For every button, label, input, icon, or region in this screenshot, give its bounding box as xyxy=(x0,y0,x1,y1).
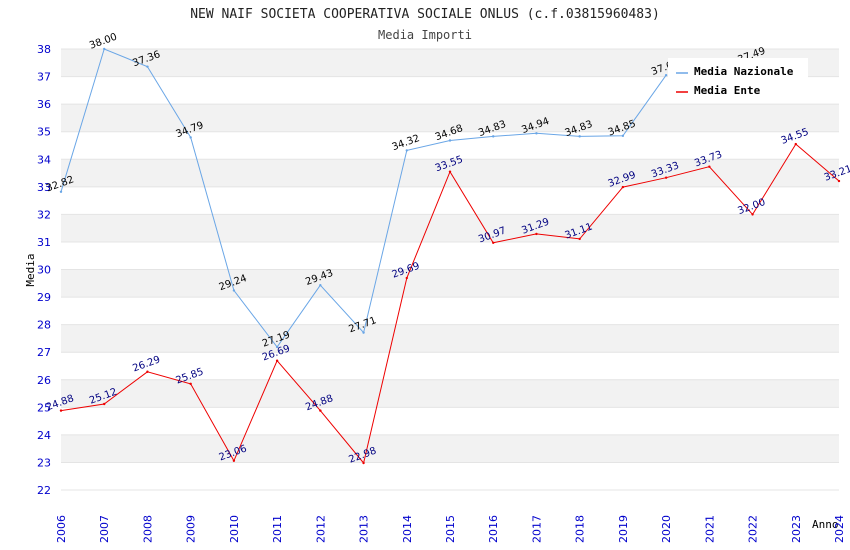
y-tick-label: 24 xyxy=(37,429,51,442)
x-tick-label: 2017 xyxy=(530,515,543,543)
grid-band xyxy=(61,352,839,380)
series-layer xyxy=(59,47,841,465)
y-tick-label: 33 xyxy=(37,181,51,194)
grid-bands xyxy=(61,48,839,491)
data-point xyxy=(319,284,322,287)
y-tick-label: 26 xyxy=(37,374,51,387)
x-tick-label: 2021 xyxy=(703,515,716,543)
data-point xyxy=(448,139,452,142)
y-ticks: 22 23 24 25 26 27 28 29 30 31 32 33 34 35 36 37 38 xyxy=(37,43,51,497)
legend-box xyxy=(668,58,808,102)
grid-band xyxy=(61,214,839,242)
x-tick-label: 2018 xyxy=(574,515,587,543)
x-tick-label: 2022 xyxy=(747,515,760,543)
y-tick-label: 30 xyxy=(37,264,51,277)
x-ticks: 2006 2007 2008 2009 2010 2011 2012 2013 2014 2015… xyxy=(55,515,846,543)
data-point xyxy=(232,459,236,462)
data-point xyxy=(535,132,538,135)
legend: Media Nazionale Media Ente xyxy=(668,58,808,102)
y-tick-label: 27 xyxy=(37,346,51,359)
grid-band xyxy=(61,186,839,215)
data-point xyxy=(708,165,711,168)
x-tick-label: 2020 xyxy=(660,515,673,543)
grid-band xyxy=(61,407,839,435)
x-tick-label: 2016 xyxy=(487,515,500,543)
y-tick-label: 37 xyxy=(37,71,51,84)
legend-label-ente: Media Ente xyxy=(694,84,761,97)
x-tick-label: 2009 xyxy=(185,515,198,543)
grid-band xyxy=(61,434,839,463)
chart-title: NEW NAIF SOCIETA COOPERATIVA SOCIALE ONL… xyxy=(190,7,660,22)
x-tick-label: 2015 xyxy=(444,515,457,543)
data-point xyxy=(578,237,581,241)
x-axis-label: Anno xyxy=(812,518,839,531)
y-tick-label: 28 xyxy=(37,319,51,332)
data-point xyxy=(362,461,365,465)
x-tick-label: 2024 xyxy=(833,515,846,543)
y-tick-label: 25 xyxy=(37,401,51,414)
data-point xyxy=(362,331,365,334)
y-tick-label: 36 xyxy=(37,98,51,111)
y-tick-label: 35 xyxy=(37,126,51,139)
data-point xyxy=(492,135,495,138)
y-tick-label: 34 xyxy=(37,153,51,166)
data-point xyxy=(664,176,668,179)
data-point xyxy=(751,213,754,216)
chart-subtitle: Media Importi xyxy=(378,28,472,42)
grid-band xyxy=(61,269,839,298)
data-point xyxy=(189,382,192,386)
data-point xyxy=(794,142,797,146)
x-tick-label: 2008 xyxy=(141,515,154,543)
data-point xyxy=(59,190,63,193)
data-point xyxy=(103,402,106,406)
data-point xyxy=(621,134,625,138)
data-point xyxy=(664,73,668,77)
x-tick-label: 2019 xyxy=(617,515,630,543)
y-tick-label: 32 xyxy=(37,208,51,221)
data-point xyxy=(189,136,192,139)
data-point xyxy=(319,409,322,412)
y-tick-label: 23 xyxy=(37,456,51,469)
data-point xyxy=(146,65,149,68)
x-tick-label: 2011 xyxy=(271,515,284,543)
data-point xyxy=(275,345,279,349)
grid-band xyxy=(61,159,839,187)
data-point xyxy=(492,241,495,244)
data-point xyxy=(146,370,149,373)
data-point xyxy=(405,149,408,152)
x-tick-label: 2023 xyxy=(790,515,803,543)
data-point xyxy=(405,276,408,280)
y-tick-label: 31 xyxy=(37,236,51,249)
data-point xyxy=(103,47,106,51)
y-tick-label: 29 xyxy=(37,291,51,304)
grid-band xyxy=(61,462,839,490)
grid-band xyxy=(61,297,839,325)
data-point xyxy=(535,232,538,236)
data-point xyxy=(578,135,581,138)
y-axis-label: Media xyxy=(24,253,37,286)
x-tick-label: 2010 xyxy=(228,515,241,543)
x-tick-label: 2013 xyxy=(358,515,371,543)
y-tick-label: 22 xyxy=(37,484,51,497)
data-point xyxy=(837,179,841,183)
y-tick-label: 38 xyxy=(37,43,51,56)
data-point xyxy=(59,409,63,412)
data-point xyxy=(448,170,452,173)
data-point xyxy=(275,359,279,362)
grid-band xyxy=(61,241,839,270)
data-point xyxy=(232,289,236,292)
grid-band xyxy=(61,324,839,353)
x-tick-label: 2014 xyxy=(401,515,414,543)
x-tick-label: 2007 xyxy=(98,515,111,543)
x-tick-label: 2006 xyxy=(55,515,68,543)
legend-label-nazionale: Media Nazionale xyxy=(694,65,794,78)
data-point xyxy=(621,185,625,189)
x-tick-label: 2012 xyxy=(314,515,327,543)
grid-band xyxy=(61,104,839,132)
